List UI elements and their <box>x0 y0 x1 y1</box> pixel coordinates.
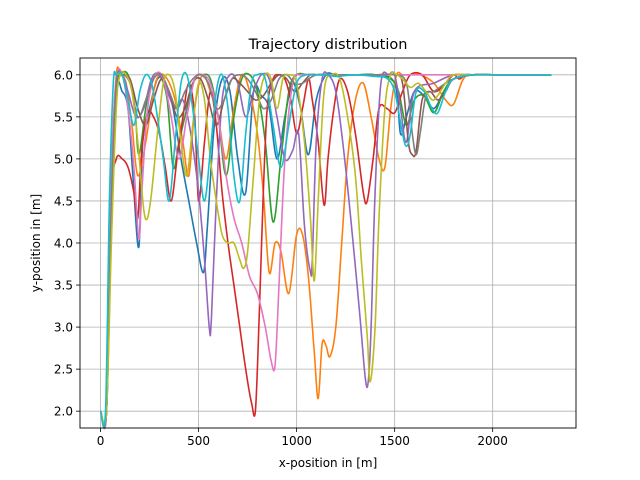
trajectory-line-10 <box>99 70 552 428</box>
y-tick-label: 4.0 <box>54 237 73 251</box>
trajectory-line-9 <box>99 70 552 425</box>
y-axis-ticks: 2.0 2.5 3.0 3.5 4.0 4.5 5.0 5.5 6.0 <box>54 68 80 419</box>
x-tick-label: 500 <box>187 434 210 448</box>
y-tick-label: 2.0 <box>54 405 73 419</box>
y-tick-label: 3.5 <box>54 279 73 293</box>
y-axis-label: y-position in [m] <box>29 194 43 292</box>
y-tick-label: 2.5 <box>54 363 73 377</box>
trajectory-line-4 <box>99 71 552 428</box>
y-tick-label: 5.5 <box>54 110 73 124</box>
x-tick-label: 1000 <box>281 434 312 448</box>
y-tick-label: 4.5 <box>54 194 73 208</box>
x-axis-ticks: 0 500 1000 1500 2000 <box>97 428 508 448</box>
series-group <box>99 66 552 430</box>
chart-title: Trajectory distribution <box>248 37 408 53</box>
y-tick-label: 3.0 <box>54 321 73 335</box>
y-tick-label: 6.0 <box>54 68 73 82</box>
y-tick-label: 5.0 <box>54 152 73 166</box>
x-tick-label: 0 <box>97 434 105 448</box>
x-tick-label: 1500 <box>379 434 410 448</box>
x-axis-label: x-position in [m] <box>279 456 378 470</box>
x-tick-label: 2000 <box>477 434 508 448</box>
